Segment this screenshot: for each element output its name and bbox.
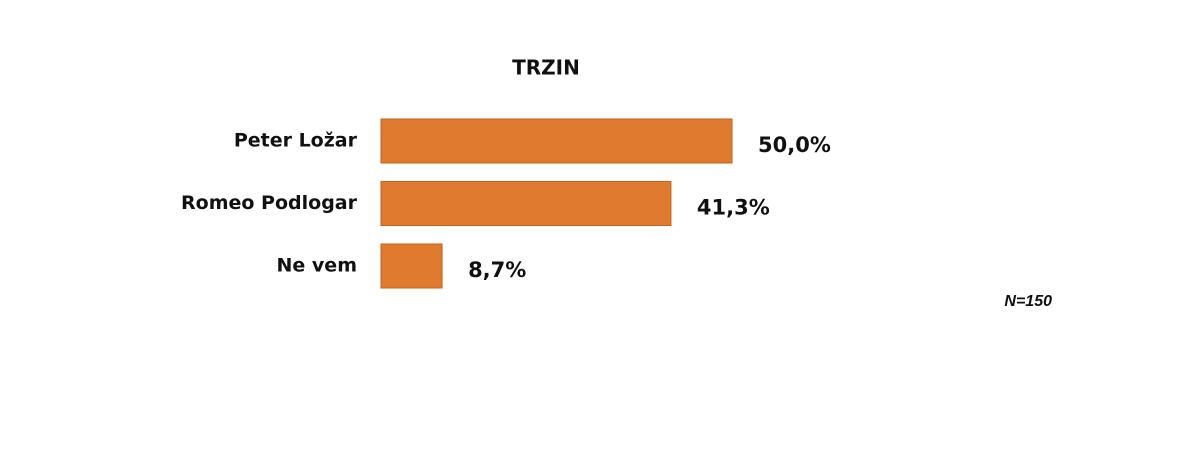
category-label: Peter Ložar	[234, 130, 358, 152]
bar	[380, 118, 733, 164]
data-label: 8,7%	[468, 258, 526, 282]
category-label: Romeo Podlogar	[181, 192, 358, 214]
category-label: Ne vem	[277, 255, 357, 277]
data-label: 41,3%	[697, 196, 770, 220]
chart-title: TRZIN	[512, 56, 580, 80]
bar	[380, 243, 443, 289]
data-label: 50,0%	[758, 133, 831, 157]
annotation: N=150	[1004, 293, 1052, 310]
bar	[380, 181, 672, 226]
